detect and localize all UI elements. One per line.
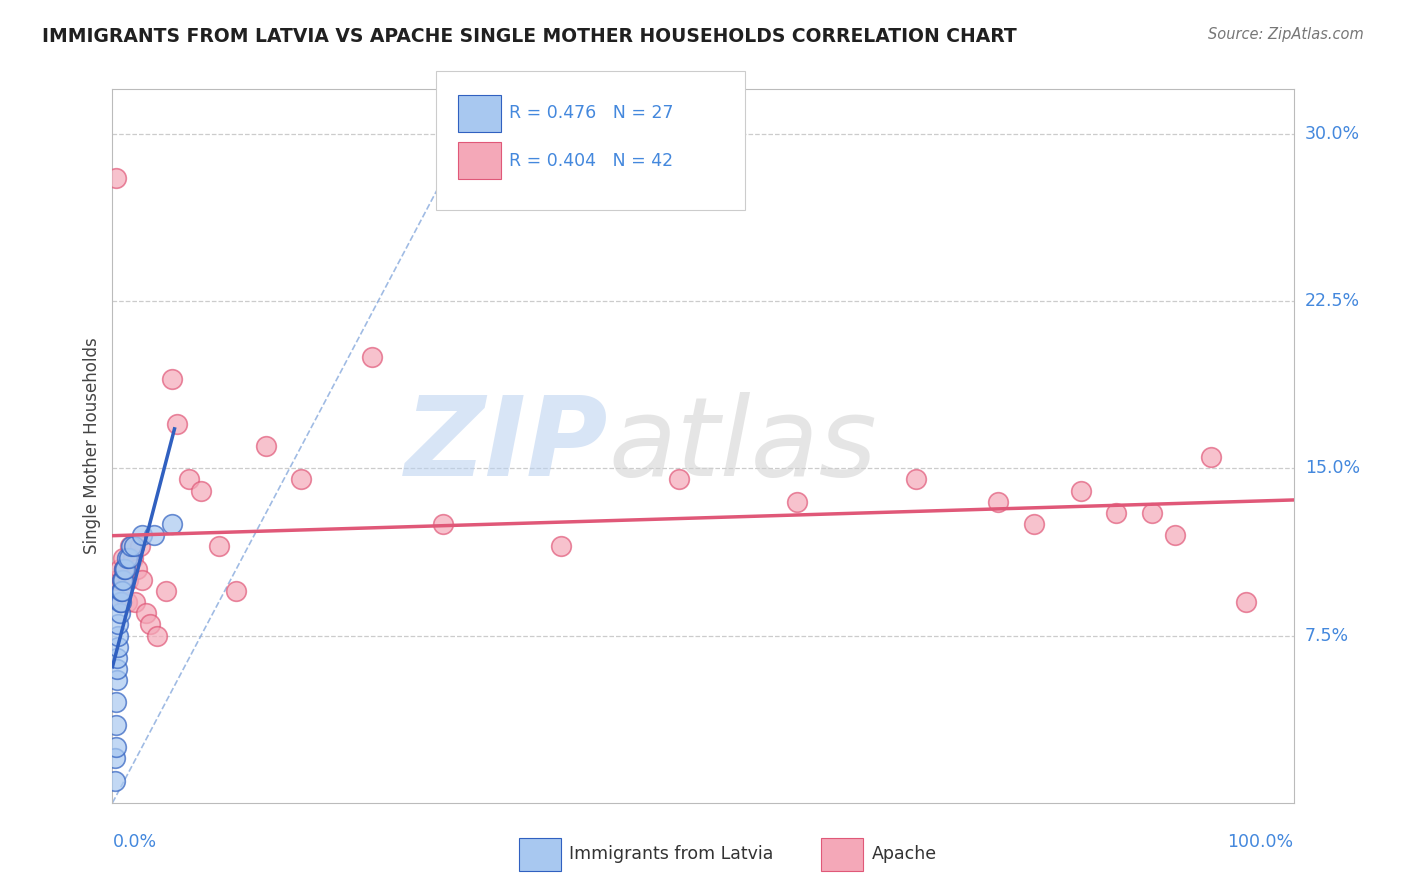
Text: 22.5%: 22.5% — [1305, 292, 1360, 310]
Point — [118, 550, 141, 565]
Point — [1070, 483, 1092, 498]
Point — [1022, 517, 1045, 532]
Text: Apache: Apache — [872, 845, 936, 863]
Point — [668, 473, 690, 487]
Point — [786, 494, 808, 508]
Point — [121, 550, 143, 565]
Point — [115, 595, 138, 609]
Point — [160, 372, 183, 386]
Point — [1199, 450, 1222, 465]
Point — [139, 617, 162, 632]
Text: atlas: atlas — [609, 392, 877, 500]
Text: ZIP: ZIP — [405, 392, 609, 500]
Point — [110, 595, 132, 609]
Text: 0.0%: 0.0% — [112, 833, 156, 851]
Point — [160, 517, 183, 532]
Point — [114, 562, 136, 576]
Point — [1140, 506, 1163, 520]
Point — [105, 662, 128, 676]
Point — [112, 562, 135, 576]
Point — [105, 573, 128, 587]
Point — [904, 473, 927, 487]
Point — [110, 595, 132, 609]
Point — [107, 628, 129, 642]
Point — [108, 595, 131, 609]
Point — [131, 573, 153, 587]
Text: R = 0.404   N = 42: R = 0.404 N = 42 — [509, 152, 673, 169]
Point — [107, 573, 129, 587]
Point — [107, 640, 129, 654]
Point — [115, 550, 138, 565]
Point — [111, 573, 134, 587]
Text: Immigrants from Latvia: Immigrants from Latvia — [569, 845, 773, 863]
Point — [135, 607, 157, 621]
Point — [190, 483, 212, 498]
Point — [117, 573, 139, 587]
Point — [111, 573, 134, 587]
Point — [1234, 595, 1257, 609]
Y-axis label: Single Mother Households: Single Mother Households — [83, 338, 101, 554]
Point — [225, 583, 247, 598]
Text: IMMIGRANTS FROM LATVIA VS APACHE SINGLE MOTHER HOUSEHOLDS CORRELATION CHART: IMMIGRANTS FROM LATVIA VS APACHE SINGLE … — [42, 27, 1017, 45]
Point — [105, 696, 128, 710]
Point — [122, 539, 145, 553]
Point — [550, 539, 572, 553]
Point — [987, 494, 1010, 508]
Text: 30.0%: 30.0% — [1305, 125, 1360, 143]
Point — [128, 539, 150, 553]
Point — [208, 539, 231, 553]
Point — [108, 607, 131, 621]
Point — [124, 595, 146, 609]
Text: R = 0.476   N = 27: R = 0.476 N = 27 — [509, 104, 673, 122]
Point — [105, 740, 128, 755]
Point — [112, 573, 135, 587]
Point — [166, 417, 188, 431]
Point — [131, 528, 153, 542]
Point — [105, 673, 128, 687]
Point — [111, 583, 134, 598]
Point — [105, 717, 128, 731]
Point — [155, 583, 177, 598]
Point — [1164, 528, 1187, 542]
Point — [112, 550, 135, 565]
Point — [112, 562, 135, 576]
Point — [127, 562, 149, 576]
Point — [107, 617, 129, 632]
Point — [104, 751, 127, 765]
Text: 15.0%: 15.0% — [1305, 459, 1360, 477]
Point — [120, 539, 142, 553]
Text: 7.5%: 7.5% — [1305, 626, 1348, 645]
Point — [108, 562, 131, 576]
Point — [104, 773, 127, 788]
Text: 100.0%: 100.0% — [1227, 833, 1294, 851]
Point — [105, 651, 128, 665]
Point — [290, 473, 312, 487]
Point — [110, 583, 132, 598]
Point — [120, 539, 142, 553]
Point — [105, 171, 128, 186]
Point — [1105, 506, 1128, 520]
Point — [361, 350, 384, 364]
Point — [146, 628, 169, 642]
Point — [254, 439, 277, 453]
Point — [179, 473, 201, 487]
Point — [142, 528, 165, 542]
Text: Source: ZipAtlas.com: Source: ZipAtlas.com — [1208, 27, 1364, 42]
Point — [432, 517, 454, 532]
